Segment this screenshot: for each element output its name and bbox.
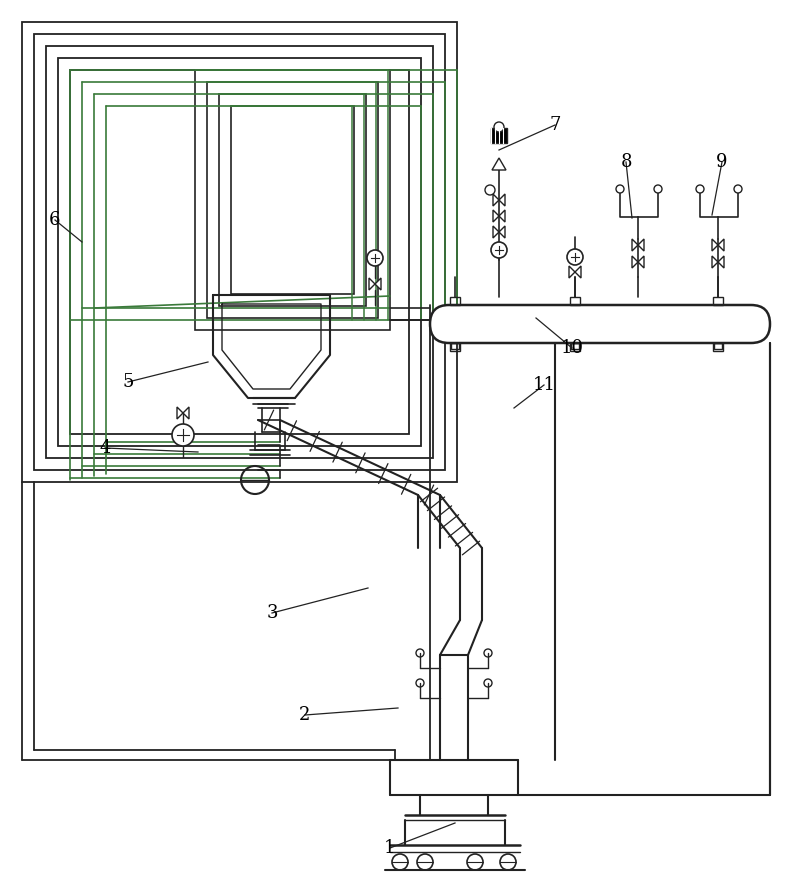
Bar bbox=[451, 343, 459, 349]
Polygon shape bbox=[499, 226, 505, 238]
Circle shape bbox=[485, 185, 495, 195]
Bar bbox=[570, 343, 580, 351]
Text: 9: 9 bbox=[716, 153, 728, 171]
Polygon shape bbox=[575, 266, 581, 278]
Text: 3: 3 bbox=[266, 604, 278, 622]
Bar bbox=[450, 343, 460, 351]
Polygon shape bbox=[718, 239, 724, 251]
Circle shape bbox=[696, 185, 704, 193]
Text: 1: 1 bbox=[384, 839, 396, 857]
Polygon shape bbox=[492, 158, 506, 170]
Text: 4: 4 bbox=[99, 439, 111, 457]
Polygon shape bbox=[632, 239, 638, 251]
Text: 7: 7 bbox=[549, 116, 560, 134]
Bar bbox=[195, 70, 390, 330]
Bar bbox=[491, 128, 507, 143]
Polygon shape bbox=[499, 210, 505, 222]
Bar bbox=[231, 106, 354, 294]
Polygon shape bbox=[499, 194, 505, 206]
Polygon shape bbox=[712, 256, 718, 268]
Bar bbox=[70, 70, 409, 434]
Polygon shape bbox=[183, 407, 189, 419]
Polygon shape bbox=[638, 256, 644, 268]
Bar bbox=[22, 22, 457, 482]
Circle shape bbox=[367, 250, 383, 266]
Polygon shape bbox=[375, 278, 381, 290]
Bar bbox=[207, 82, 378, 318]
FancyBboxPatch shape bbox=[430, 305, 770, 343]
Bar bbox=[450, 297, 460, 305]
Circle shape bbox=[567, 249, 583, 265]
Text: 10: 10 bbox=[560, 339, 583, 357]
Polygon shape bbox=[177, 407, 183, 419]
Polygon shape bbox=[632, 256, 638, 268]
Bar bbox=[219, 94, 366, 306]
Polygon shape bbox=[369, 278, 375, 290]
Polygon shape bbox=[493, 194, 499, 206]
Text: 6: 6 bbox=[50, 211, 61, 229]
Bar bbox=[570, 297, 580, 305]
Polygon shape bbox=[712, 239, 718, 251]
Circle shape bbox=[494, 122, 504, 132]
Circle shape bbox=[616, 185, 624, 193]
Bar bbox=[713, 297, 723, 305]
Circle shape bbox=[491, 242, 507, 258]
Text: 8: 8 bbox=[620, 153, 632, 171]
Polygon shape bbox=[493, 226, 499, 238]
Text: 11: 11 bbox=[533, 376, 556, 394]
Polygon shape bbox=[569, 266, 575, 278]
Bar bbox=[714, 343, 722, 349]
Text: 2: 2 bbox=[299, 706, 311, 724]
Circle shape bbox=[172, 424, 194, 446]
Bar bbox=[34, 34, 445, 470]
Circle shape bbox=[734, 185, 742, 193]
Bar bbox=[46, 46, 433, 458]
Text: 5: 5 bbox=[122, 373, 134, 391]
Circle shape bbox=[654, 185, 662, 193]
Polygon shape bbox=[638, 239, 644, 251]
Bar bbox=[58, 58, 421, 446]
Bar bbox=[713, 343, 723, 351]
Polygon shape bbox=[493, 210, 499, 222]
Bar bbox=[571, 343, 579, 349]
Polygon shape bbox=[718, 256, 724, 268]
